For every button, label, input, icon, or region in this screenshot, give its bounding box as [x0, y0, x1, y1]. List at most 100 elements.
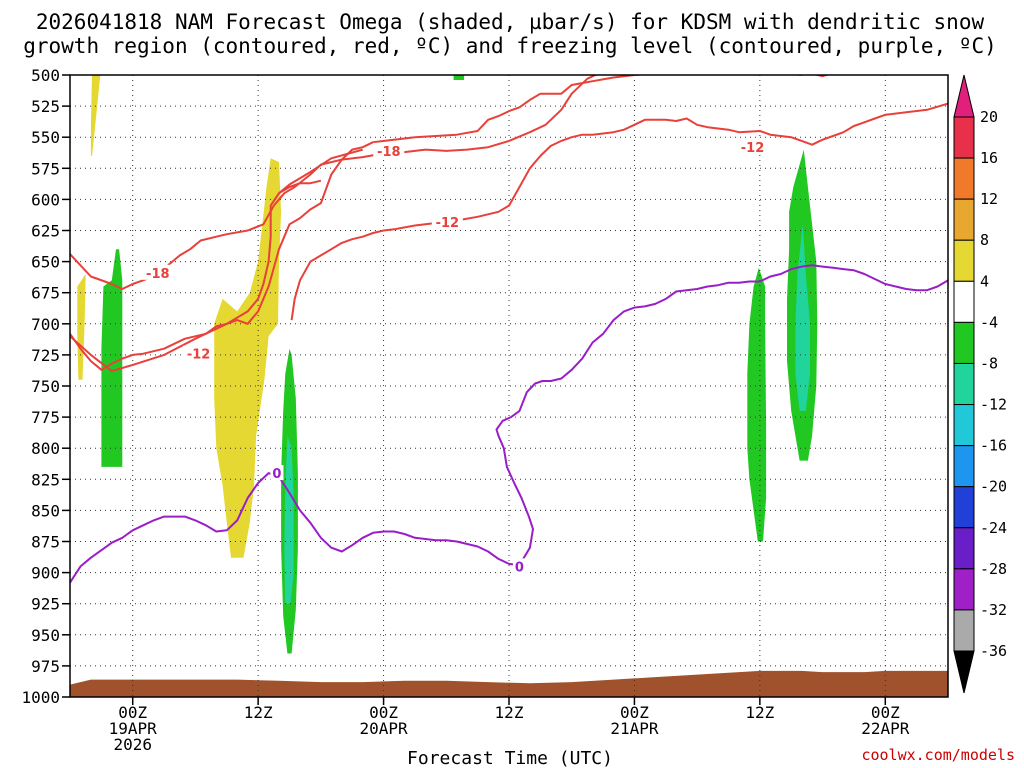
- red-contour-4: [290, 102, 948, 321]
- y-tick-label-650: 650: [31, 253, 60, 272]
- colorbar-label-4: 4: [980, 272, 989, 290]
- omega-shade-2: [214, 158, 282, 558]
- y-tick-label-750: 750: [31, 377, 60, 396]
- y-tick-label-850: 850: [31, 501, 60, 520]
- colorbar-label-9: -20: [980, 478, 1007, 496]
- y-tick-label-825: 825: [31, 470, 60, 489]
- terrain-fill: [70, 670, 948, 697]
- y-tick-label-600: 600: [31, 190, 60, 209]
- contour-label-6: 0: [272, 467, 281, 482]
- red-contour-1: [70, 75, 802, 371]
- omega-shade-1: [77, 274, 86, 380]
- x-tick-label-54-0: 00Z: [620, 703, 649, 722]
- x-tick-label-78-0: 00Z: [871, 703, 900, 722]
- freezing-level-contour: [70, 264, 948, 584]
- y-tick-label-950: 950: [31, 626, 60, 645]
- colorbar-bin-0: [953, 116, 975, 159]
- colorbar-bin-7: [953, 404, 975, 447]
- contour-label-bg-0: [142, 264, 174, 280]
- y-tick-label-550: 550: [31, 128, 60, 147]
- y-tick-label-625: 625: [31, 222, 60, 241]
- contour-label-bg-4: [737, 139, 769, 155]
- y-tick-label-700: 700: [31, 315, 60, 334]
- colorbar-label-7: -12: [980, 396, 1007, 414]
- chart-title-line2: growth region (contoured, red, ºC) and f…: [23, 34, 997, 58]
- y-tick-label-725: 725: [31, 346, 60, 365]
- contour-label-bg-3: [373, 142, 405, 158]
- y-tick-label-925: 925: [31, 595, 60, 614]
- contour-label-5: 0: [515, 560, 524, 575]
- x-tick-label-30-1: 20APR: [359, 719, 408, 738]
- colorbar-label-0: 20: [980, 108, 998, 126]
- x-tick-label-6-0: 00Z: [118, 703, 147, 722]
- y-tick-label-675: 675: [31, 284, 60, 303]
- x-tick-label-54-1: 21APR: [610, 719, 659, 738]
- chart-title-line1: 2026041818 NAM Forecast Omega (shaded, µ…: [36, 10, 985, 34]
- colorbar-bin-11: [953, 568, 975, 611]
- contour-label-2: -12: [436, 216, 460, 231]
- colorbar-label-12: -32: [980, 601, 1007, 619]
- credit-text: coolwx.com/models: [861, 746, 1015, 764]
- colorbar-bin-3: [953, 239, 975, 282]
- contour-label-1: -12: [187, 348, 211, 363]
- red-contour-2: [70, 179, 322, 373]
- colorbar-bin-8: [953, 445, 975, 488]
- colorbar-bin-5: [953, 321, 975, 364]
- colorbar-label-3: 8: [980, 231, 989, 249]
- contour-label-bg-1: [183, 345, 215, 361]
- contour-label-0: -18: [146, 267, 170, 282]
- omega-shade-5: [284, 435, 294, 604]
- colorbar-label-10: -24: [980, 519, 1007, 537]
- omega-shade-3: [101, 249, 123, 467]
- colorbar-bin-6: [953, 362, 975, 406]
- contour-label-bg-2: [431, 213, 463, 229]
- colorbar-label-11: -28: [980, 560, 1007, 578]
- colorbar-label-2: 12: [980, 190, 998, 208]
- colorbar-bottom-triangle: [953, 650, 975, 694]
- y-tick-label-1000: 1000: [21, 688, 60, 707]
- y-tick-label-500: 500: [31, 66, 60, 85]
- x-axis-label: Forecast Time (UTC): [407, 748, 613, 768]
- colorbar-label-5: -4: [980, 313, 998, 331]
- colorbar-label-1: 16: [980, 149, 998, 167]
- colorbar-bin-1: [953, 157, 975, 200]
- colorbar-top-triangle: [953, 74, 975, 118]
- x-tick-label-18-0: 12Z: [244, 703, 273, 722]
- omega-shade-0: [90, 75, 101, 156]
- omega-shade-10: [795, 224, 810, 411]
- y-tick-label-900: 900: [31, 564, 60, 583]
- x-tick-label-30-0: 00Z: [369, 703, 398, 722]
- y-tick-label-775: 775: [31, 408, 60, 427]
- colorbar-bin-12: [953, 609, 975, 652]
- omega-shade-8: [747, 267, 767, 542]
- x-tick-label-78-1: 22APR: [861, 719, 910, 738]
- y-tick-label-525: 525: [31, 97, 60, 116]
- contour-label-bg-5: [512, 558, 526, 574]
- colorbar: 20 16 12 8 4 -4 -8 -12 -16 -20 -24 -28 -32 -36: [953, 74, 1007, 694]
- colorbar-bin-2: [953, 198, 975, 241]
- contour-label-4: -12: [741, 141, 765, 156]
- x-tick-label-42-0: 12Z: [495, 703, 524, 722]
- colorbar-bin-4: [953, 280, 975, 323]
- y-tick-label-800: 800: [31, 439, 60, 458]
- x-tick-label-6-1: 19APR: [109, 719, 158, 738]
- contour-label-3: -18: [377, 145, 401, 160]
- plot-area: -18 -12 -12 -18 -12 0 0: [70, 75, 948, 697]
- y-tick-label-575: 575: [31, 159, 60, 178]
- y-tick-label-875: 875: [31, 533, 60, 552]
- colorbar-label-13: -36: [980, 642, 1007, 660]
- colorbar-bin-10: [953, 527, 975, 570]
- x-tick-label-66-0: 12Z: [745, 703, 774, 722]
- contour-label-bg-6: [270, 465, 284, 481]
- plot-clip-group: -18 -12 -12 -18 -12 0 0: [70, 75, 948, 697]
- red-contour-0: [70, 75, 829, 290]
- colorbar-label-6: -8: [980, 354, 998, 372]
- red-contour-3: [278, 148, 363, 194]
- omega-shade-6: [453, 75, 465, 80]
- colorbar-label-8: -16: [980, 437, 1007, 455]
- axes: 500 525 550 575 600 625 650 675 700 725 750 775 800 8…: [21, 66, 949, 754]
- y-tick-label-975: 975: [31, 657, 60, 676]
- x-tick-label-6-2: 2026: [113, 735, 152, 754]
- colorbar-bin-9: [953, 486, 975, 529]
